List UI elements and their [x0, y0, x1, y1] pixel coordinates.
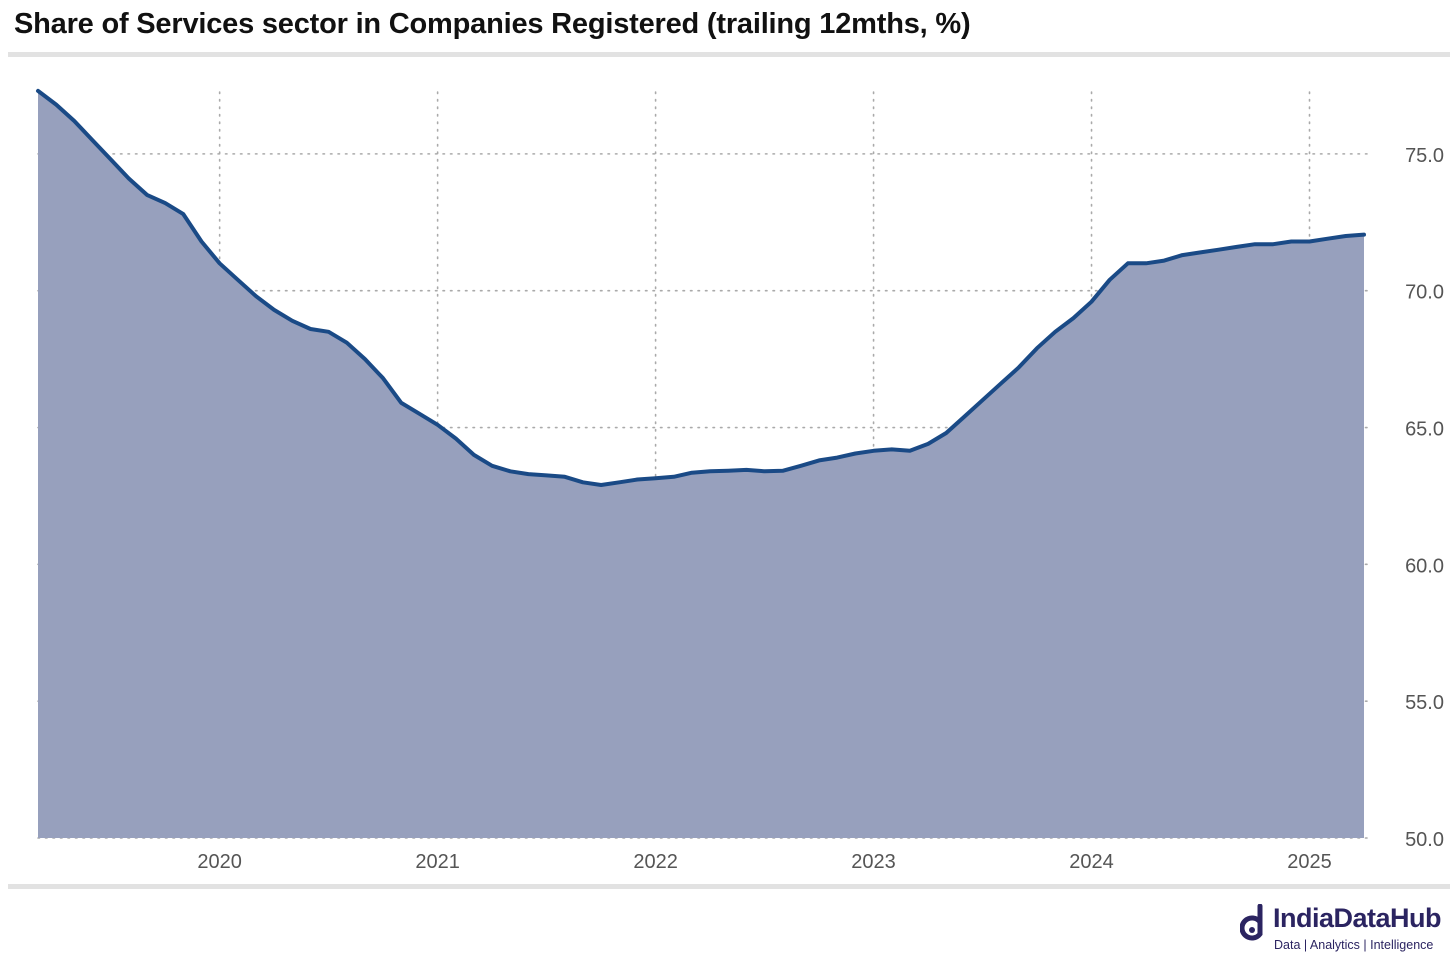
- brand-logo: IndiaDataHub Data | Analytics | Intellig…: [1240, 902, 1450, 958]
- chart-title: Share of Services sector in Companies Re…: [14, 8, 971, 40]
- y-axis: 50.0 55.0 60.0 65.0 70.0 75.0: [1405, 145, 1444, 851]
- y-tick-label: 70.0: [1405, 282, 1444, 304]
- x-tick-label: 2025: [1287, 851, 1332, 873]
- brand-tagline: Data | Analytics | Intelligence: [1274, 938, 1434, 952]
- bottom-divider: [8, 884, 1450, 889]
- x-tick-label: 2024: [1069, 851, 1114, 873]
- series-area: [38, 90, 1364, 838]
- y-tick-label: 75.0: [1405, 145, 1444, 167]
- y-tick-label: 50.0: [1405, 829, 1444, 851]
- brand-logo-icon: [1240, 904, 1263, 941]
- brand-name: IndiaDataHub: [1273, 903, 1442, 933]
- x-tick-label: 2020: [197, 851, 242, 873]
- series-line: [36, 88, 1366, 487]
- x-tick-label: 2022: [633, 851, 678, 873]
- y-tick-label: 60.0: [1405, 555, 1444, 577]
- x-tick-label: 2021: [415, 851, 460, 873]
- top-divider: [8, 52, 1450, 57]
- x-tick-label: 2023: [851, 851, 896, 873]
- y-tick-label: 55.0: [1405, 692, 1444, 714]
- x-axis: 2020 2021 2022 2023 2024 2025: [197, 851, 1331, 873]
- area-layer: [38, 90, 1364, 838]
- line-layer: [36, 88, 1366, 487]
- y-tick-label: 65.0: [1405, 419, 1444, 441]
